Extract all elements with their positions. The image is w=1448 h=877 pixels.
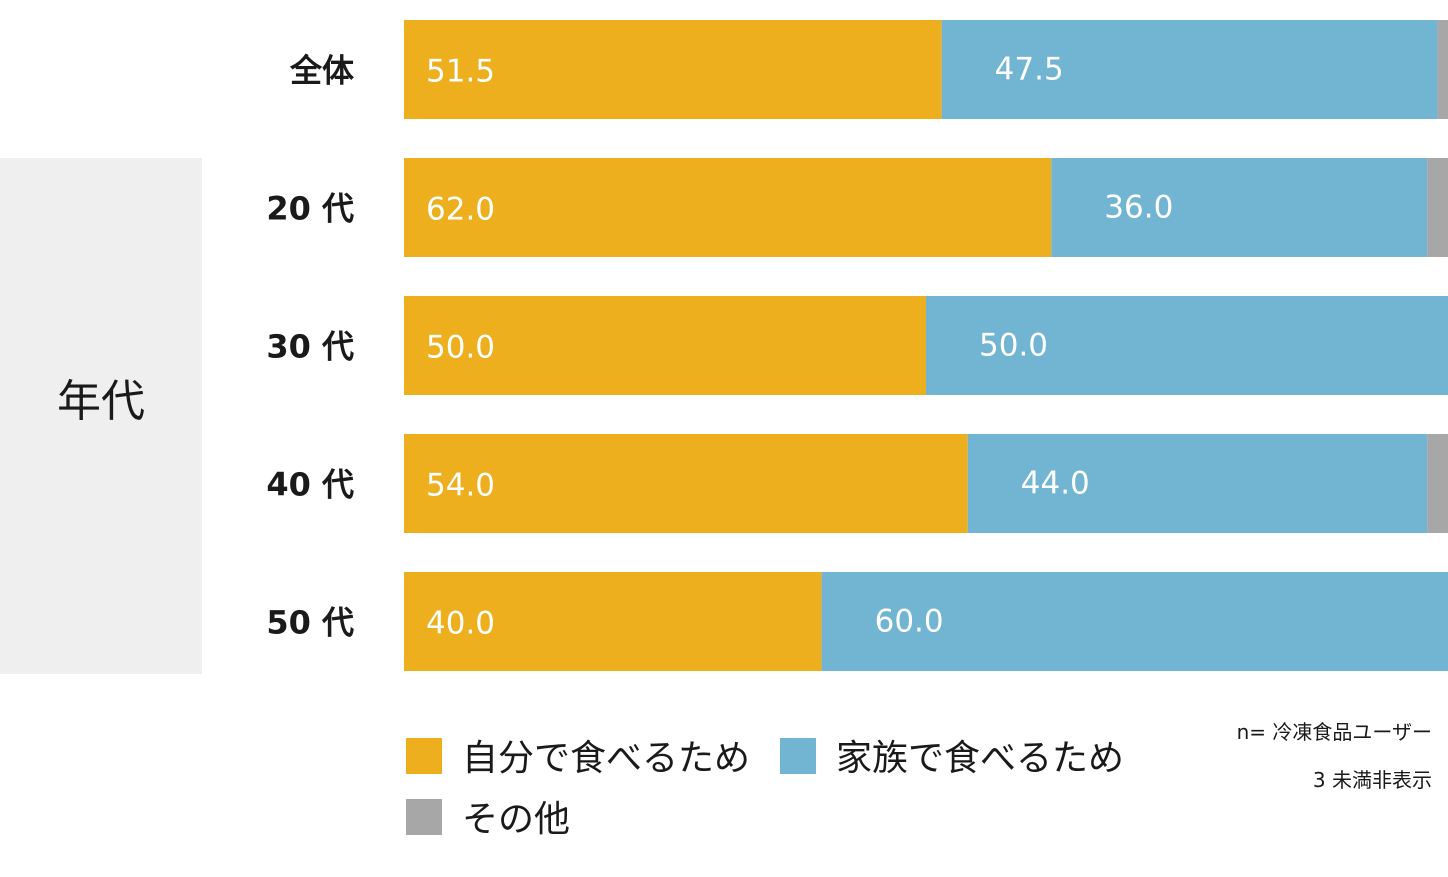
bar-segment: [821, 572, 1448, 671]
bar-segment: [1427, 434, 1448, 533]
category-label: 40 代: [266, 466, 354, 504]
age-group-panel: [0, 158, 202, 674]
legend-swatch: [406, 738, 442, 774]
category-labels: 全体 20 代 30 代 40 代 50 代: [266, 52, 354, 642]
category-label: 50 代: [266, 604, 354, 642]
legend-swatch: [406, 799, 442, 835]
bar-segment: [926, 296, 1448, 395]
bar-segment: [404, 20, 942, 119]
bar-segment: [404, 434, 968, 533]
value-label: 51.5: [426, 54, 495, 90]
category-label: 20 代: [266, 190, 354, 228]
bars: [404, 20, 1448, 671]
bar-segment: [404, 572, 822, 671]
bar-segment: [404, 158, 1052, 257]
value-label: 44.0: [1021, 466, 1090, 502]
bar-segment: [1427, 158, 1448, 257]
value-label: 50.0: [426, 330, 495, 366]
value-label: 62.0: [426, 192, 495, 228]
legend-swatch: [780, 738, 816, 774]
value-label: 36.0: [1104, 190, 1173, 226]
value-label: 40.0: [426, 606, 495, 642]
age-group-label: 年代: [57, 376, 145, 427]
bar-segment: [1051, 158, 1428, 257]
value-label: 50.0: [979, 328, 1048, 364]
value-label: 54.0: [426, 468, 495, 504]
category-label: 30 代: [266, 328, 354, 366]
legend-label: 家族で食べるため: [836, 738, 1124, 779]
chart-note: n= 冷凍食品ユーザー: [1237, 720, 1432, 744]
bar-segment: [1437, 20, 1448, 119]
notes: n= 冷凍食品ユーザー 3 未満非表示: [1237, 720, 1432, 792]
bar-segment: [404, 296, 926, 395]
bar-segment: [967, 434, 1428, 533]
legend-label: その他: [462, 799, 570, 840]
chart-note: 3 未満非表示: [1313, 768, 1432, 792]
category-label: 全体: [289, 52, 354, 90]
value-labels: 51.5 47.5 62.0 36.0 50.0 50.0 54.0 44.0 40.0 60.0: [426, 52, 1173, 642]
value-label: 47.5: [995, 52, 1064, 88]
value-label: 60.0: [875, 604, 944, 640]
bar-segment: [941, 20, 1438, 119]
legend-label: 自分で食べるため: [462, 738, 750, 779]
